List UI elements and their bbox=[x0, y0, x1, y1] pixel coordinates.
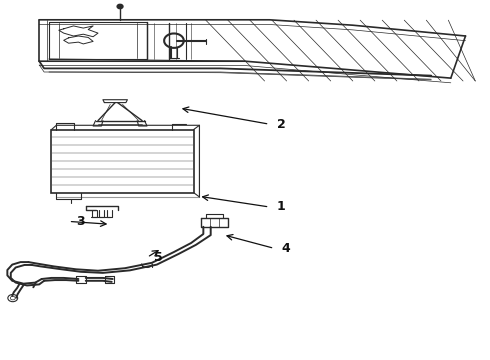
Text: 2: 2 bbox=[277, 118, 286, 131]
Text: 3: 3 bbox=[76, 215, 85, 228]
Text: 5: 5 bbox=[154, 251, 163, 264]
Bar bbox=[51, 130, 194, 193]
Text: 1: 1 bbox=[277, 201, 286, 213]
Circle shape bbox=[117, 4, 123, 9]
Text: 4: 4 bbox=[282, 242, 291, 255]
